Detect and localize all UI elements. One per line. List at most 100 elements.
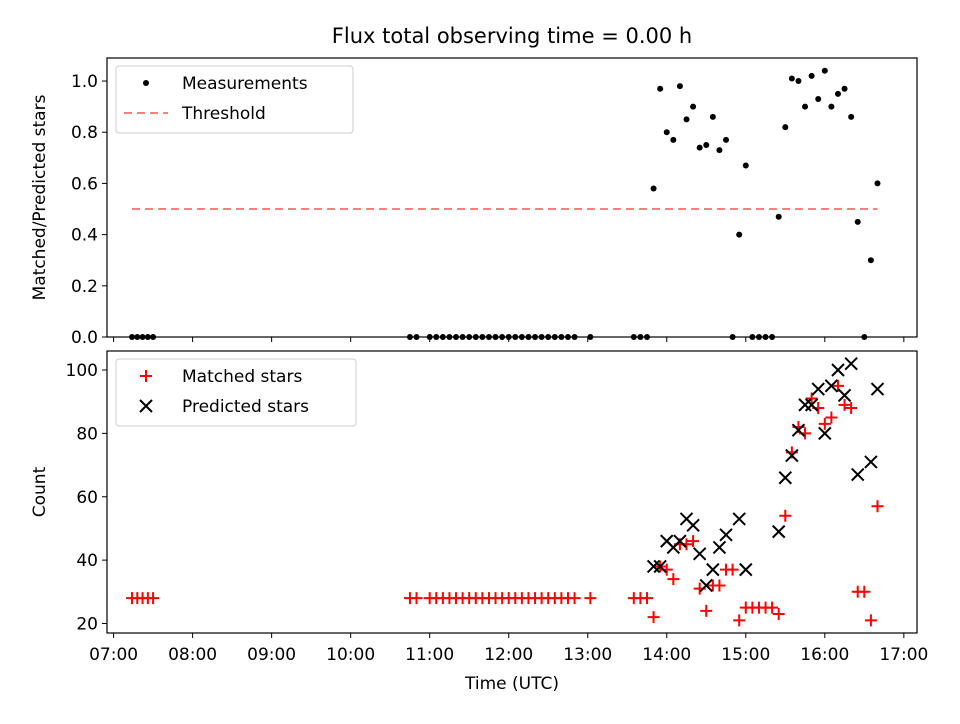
data-point [709, 113, 716, 120]
chart-title: Flux total observing time = 0.00 h [332, 24, 692, 48]
data-point [864, 455, 878, 469]
data-point [147, 592, 160, 605]
data-point [716, 147, 723, 154]
data-point [766, 601, 779, 614]
data-point [657, 85, 664, 92]
y-tick-label: 0.8 [71, 123, 98, 143]
data-point [687, 535, 700, 548]
x-tick-label: 09:00 [247, 645, 296, 665]
y-tick-label: 1.0 [71, 72, 98, 92]
data-point [791, 423, 806, 437]
data-point [838, 398, 851, 411]
data-point [733, 614, 746, 627]
data-point [867, 257, 874, 264]
data-point [673, 534, 687, 548]
plot-frame [106, 350, 918, 634]
legend-marker [140, 370, 152, 382]
data-point [667, 573, 680, 586]
data-point [690, 103, 697, 110]
data-point [815, 95, 822, 102]
data-point [858, 585, 871, 598]
data-point [712, 540, 727, 555]
series-predicted-stars [646, 356, 885, 593]
data-point [805, 392, 818, 405]
data-point [831, 363, 845, 377]
data-point [828, 103, 835, 110]
data-point [821, 67, 828, 74]
data-point [785, 448, 799, 463]
data-point [834, 90, 841, 97]
data-point [825, 411, 838, 424]
data-point [845, 402, 858, 415]
data-point [795, 78, 802, 85]
data-point [772, 607, 785, 620]
x-tick-label: 12:00 [484, 645, 533, 665]
data-point [699, 578, 713, 593]
series-measurements [129, 67, 881, 340]
data-point [771, 524, 786, 539]
x-tick-label: 15:00 [721, 645, 770, 665]
data-point [742, 162, 749, 169]
plot-frame [106, 57, 918, 338]
data-point [870, 382, 885, 396]
data-point [848, 113, 855, 120]
data-point [811, 382, 825, 396]
data-point [663, 129, 670, 136]
data-point [844, 356, 858, 371]
legend-label: Threshold [181, 104, 266, 124]
y-axis-label: Count [30, 466, 50, 517]
data-point [739, 562, 753, 577]
data-point [653, 559, 667, 574]
top-panel: 0.0 0.2 0.4 0.6 0.8 1.0 Matched/Predicted star… [30, 57, 918, 348]
data-point [726, 563, 739, 576]
data-point [641, 592, 653, 605]
data-point [788, 75, 795, 82]
legend-marker [143, 80, 149, 86]
data-point [808, 72, 815, 79]
y-tick-label: 0.6 [71, 174, 98, 194]
data-point [719, 528, 733, 542]
legend-label: Matched stars [182, 367, 302, 387]
data-point [683, 116, 690, 123]
data-point [818, 426, 832, 441]
data-point [824, 379, 839, 393]
legend-marker [139, 399, 153, 413]
y-tick-label: 20 [76, 614, 98, 634]
data-point [676, 83, 683, 90]
y-tick-label: 80 [76, 424, 98, 444]
data-point [670, 136, 677, 143]
data-point [732, 512, 746, 526]
x-tick-label: 16:00 [800, 645, 849, 665]
data-point [706, 562, 720, 577]
data-point [851, 467, 865, 482]
y-tick-label: 100 [66, 361, 98, 381]
y-tick-label: 60 [76, 488, 98, 508]
data-point [647, 611, 660, 624]
data-point [650, 185, 657, 192]
legend-label: Predicted stars [182, 397, 309, 417]
x-tick-label: 08:00 [168, 645, 217, 665]
data-point [818, 417, 831, 430]
data-point [410, 592, 423, 605]
legend-frame [115, 358, 357, 427]
data-point [696, 144, 703, 151]
data-point [692, 547, 707, 561]
data-point [584, 592, 597, 605]
data-point [854, 218, 861, 225]
x-axis-label: Time (UTC) [464, 674, 559, 694]
x-tick-label: 11:00 [405, 645, 454, 665]
data-point [778, 471, 793, 485]
x-tick-label: 17:00 [879, 645, 928, 665]
data-point [736, 231, 743, 238]
legend-frame [115, 65, 354, 134]
data-point [804, 398, 819, 412]
data-point [798, 398, 812, 412]
legend: Measurements Threshold [115, 65, 354, 134]
data-point [686, 518, 700, 532]
y-tick-label: 40 [76, 551, 98, 571]
data-point [802, 103, 809, 110]
x-tick-label: 14:00 [642, 645, 691, 665]
data-point [782, 124, 789, 131]
